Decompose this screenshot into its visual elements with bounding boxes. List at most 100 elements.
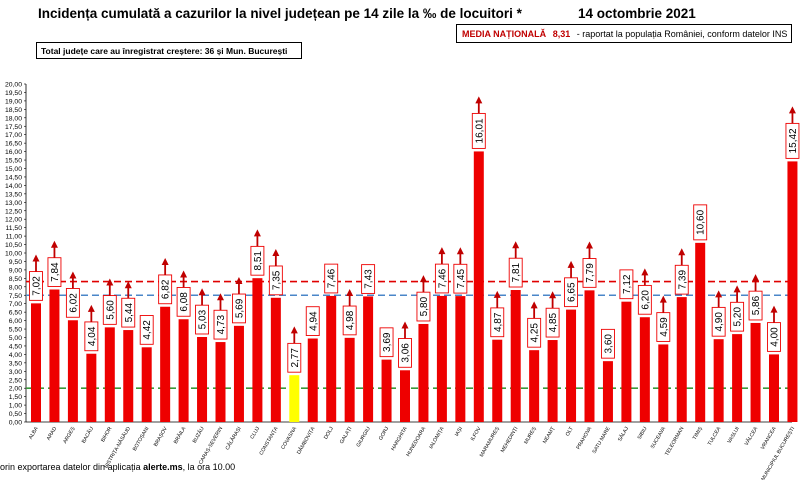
bar	[31, 303, 41, 422]
bar	[381, 359, 392, 422]
category-label: BOTOȘANI	[132, 426, 151, 452]
data-label: 4,85	[545, 307, 560, 338]
category-label: MUNICIPIUL BUCUREȘTI	[760, 426, 796, 480]
bar	[492, 339, 503, 422]
bar	[695, 242, 706, 422]
increase-summary-box: Total județe care au înregistrat creșter…	[36, 42, 302, 59]
bar	[160, 306, 171, 422]
bar	[49, 289, 60, 422]
increase-arrowhead	[456, 247, 464, 255]
data-label-text: 6,08	[179, 292, 190, 312]
category-label: HUNEDOARA	[405, 426, 427, 458]
increase-arrowhead	[253, 229, 261, 237]
increase-arrowhead	[752, 274, 760, 282]
data-label-text: 4,87	[493, 312, 504, 332]
data-label-text: 7,35	[271, 270, 282, 290]
category-label: MARAMUREȘ	[479, 426, 501, 459]
increase-arrowhead	[493, 290, 501, 298]
data-label-text: 6,02	[68, 293, 79, 313]
bar	[510, 290, 521, 422]
data-label: 5,80	[416, 291, 431, 322]
data-label-box	[379, 327, 394, 358]
data-label: 7,39	[674, 264, 689, 295]
data-label: 7,12	[619, 269, 634, 300]
increase-arrowhead	[475, 96, 483, 104]
data-label-text: 5,60	[105, 300, 116, 320]
data-label-box	[268, 265, 283, 296]
data-label: 7,46	[434, 263, 449, 294]
increase-arrowhead	[161, 257, 169, 265]
increase-arrowhead	[586, 241, 593, 249]
data-label-text: 7,81	[511, 262, 522, 282]
increase-arrowhead	[235, 277, 243, 285]
data-label-text: 4,59	[659, 317, 670, 337]
y-tick-label: 18,00	[5, 115, 22, 122]
data-label: 5,44	[121, 297, 136, 328]
y-tick-label: 7,50	[9, 293, 22, 300]
y-tick-label: 6,00	[9, 318, 22, 325]
y-tick-label: 4,50	[9, 343, 22, 350]
footer-suffix: , la ora 10.00	[182, 462, 236, 472]
category-label: BRAȘOV	[153, 426, 169, 448]
bar	[529, 350, 540, 422]
category-label: CLUJ	[249, 426, 261, 441]
y-tick-label: 16,00	[5, 149, 22, 156]
data-label-text: 5,86	[751, 295, 762, 315]
data-label: 6,65	[564, 277, 578, 308]
category-label: TULCEA	[707, 426, 723, 447]
data-label: 6,08	[176, 286, 191, 317]
data-label-box	[342, 305, 357, 336]
y-tick-label: 11,50	[5, 225, 22, 232]
y-tick-label: 5,00	[9, 335, 22, 342]
bar	[197, 336, 208, 422]
data-label: 15,42	[785, 122, 800, 159]
data-label-text: 3,06	[401, 343, 412, 363]
y-tick-label: 15,50	[5, 158, 22, 165]
data-label: 5,60	[102, 295, 117, 325]
data-label-text: 4,90	[714, 312, 725, 332]
data-label: 10,60	[693, 204, 708, 241]
data-label-box	[693, 204, 708, 241]
increase-arrowhead	[290, 326, 298, 334]
footer-prefix: orin exportarea datelor din aplicația	[0, 462, 144, 472]
data-label-text: 6,82	[161, 279, 172, 299]
y-tick-label: 8,00	[9, 284, 22, 291]
y-tick-label: 1,00	[9, 403, 22, 410]
data-label-text: 7,12	[622, 274, 633, 294]
data-label: 6,20	[637, 284, 652, 315]
bar	[566, 309, 577, 422]
increase-arrowhead	[32, 254, 40, 262]
y-tick-label: 0,00	[9, 420, 22, 427]
increase-arrowhead	[512, 241, 520, 249]
data-label-box	[305, 306, 320, 336]
data-label: 7,43	[361, 264, 376, 294]
increase-arrowhead	[530, 301, 538, 309]
category-label: HARGHITA	[390, 426, 409, 452]
bar	[658, 344, 669, 422]
data-label-text: 4,73	[216, 314, 227, 334]
bar	[178, 319, 189, 422]
category-label: TIMIȘ	[692, 426, 704, 441]
data-label-text: 16,01	[474, 118, 485, 143]
data-label-text: 8,51	[253, 251, 264, 271]
data-label-text: 4,04	[87, 326, 98, 346]
y-tick-label: 9,50	[9, 259, 22, 266]
bar	[418, 323, 429, 422]
category-label: GALAȚI	[339, 426, 353, 445]
bar	[363, 296, 374, 422]
category-label: COVASNA	[280, 426, 298, 451]
y-tick-label: 17,00	[5, 132, 22, 139]
data-label: 4,00	[767, 322, 781, 352]
data-label-text: 4,94	[308, 311, 319, 331]
bar	[400, 370, 410, 422]
bar	[86, 353, 97, 422]
y-tick-label: 15,00	[5, 166, 22, 173]
category-label: MEHEDINȚI	[500, 426, 519, 454]
y-tick-label: 13,50	[5, 191, 22, 198]
bar	[769, 354, 779, 422]
category-label: NEAMȚ	[542, 425, 557, 444]
bar	[621, 301, 632, 422]
increase-arrowhead	[659, 295, 667, 303]
increase-arrowhead	[549, 291, 557, 299]
data-label: 6,82	[158, 274, 173, 305]
